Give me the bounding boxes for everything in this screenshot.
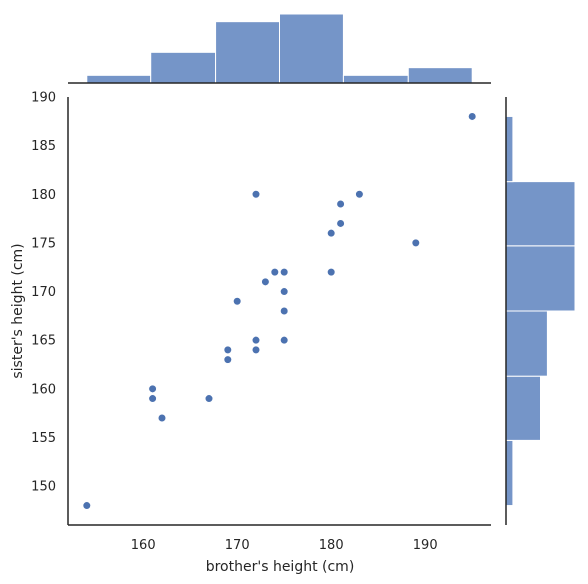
scatter-point [468, 112, 477, 121]
scatter-point [148, 394, 157, 403]
y-tick-label: 155 [31, 431, 56, 446]
y-tick-label: 180 [31, 188, 56, 203]
y-tick-label: 170 [31, 285, 56, 300]
scatter-point [261, 277, 270, 286]
scatter-point [157, 413, 167, 423]
scatter-point [336, 199, 345, 209]
scatter-point [280, 267, 289, 277]
scatter-point [251, 190, 261, 199]
x-tick-label: 180 [319, 538, 344, 553]
scatter-point [270, 267, 279, 277]
x-histogram-bar [342, 74, 409, 84]
x-histogram-bar [279, 13, 344, 84]
x-marginal-histogram [86, 13, 473, 84]
x-histogram-bar [407, 67, 473, 84]
x-tick-label: 190 [413, 538, 438, 553]
scatter-point [204, 394, 214, 403]
y-tick-label: 175 [31, 236, 56, 251]
scatter-point [223, 355, 232, 364]
scatter-point [280, 306, 289, 316]
scatter-point [355, 190, 364, 199]
x-histogram-bar [86, 74, 152, 84]
axis-ticks: 160 170 180 190 150 155 160 165 170 175 180 185 190 [31, 91, 437, 554]
y-histogram-bar [505, 245, 576, 312]
y-tick-label: 150 [31, 480, 56, 495]
y-tick-label: 185 [31, 139, 56, 154]
scatter-point [82, 501, 91, 510]
y-histogram-bar [505, 310, 548, 377]
x-tick-label: 170 [225, 538, 250, 553]
x-histogram-bar [150, 51, 217, 84]
y-axis-label: sister's height (cm) [10, 243, 26, 378]
x-tick-label: 160 [131, 538, 156, 553]
y-histogram-bar [505, 181, 576, 247]
y-tick-label: 165 [31, 334, 56, 349]
scatter-point [336, 219, 345, 228]
x-histogram-bar [215, 21, 280, 84]
scatter-point [280, 336, 289, 345]
scatter-point [411, 238, 420, 248]
scatter-points [82, 112, 477, 510]
y-marginal-histogram [505, 115, 576, 507]
scatter-point [233, 297, 242, 306]
y-tick-label: 160 [31, 382, 56, 397]
y-histogram-bar [505, 375, 541, 441]
scatter-point [251, 345, 261, 355]
y-histogram-bar [505, 439, 514, 507]
scatter-point [223, 345, 232, 355]
scatter-point [148, 384, 157, 393]
y-histogram-bar [505, 115, 514, 183]
scatter-point [327, 229, 336, 238]
y-tick-label: 190 [31, 91, 56, 106]
x-axis-label: brother's height (cm) [206, 559, 355, 575]
scatter-point [251, 336, 261, 345]
scatter-point [280, 287, 289, 296]
scatter-point [327, 267, 336, 277]
